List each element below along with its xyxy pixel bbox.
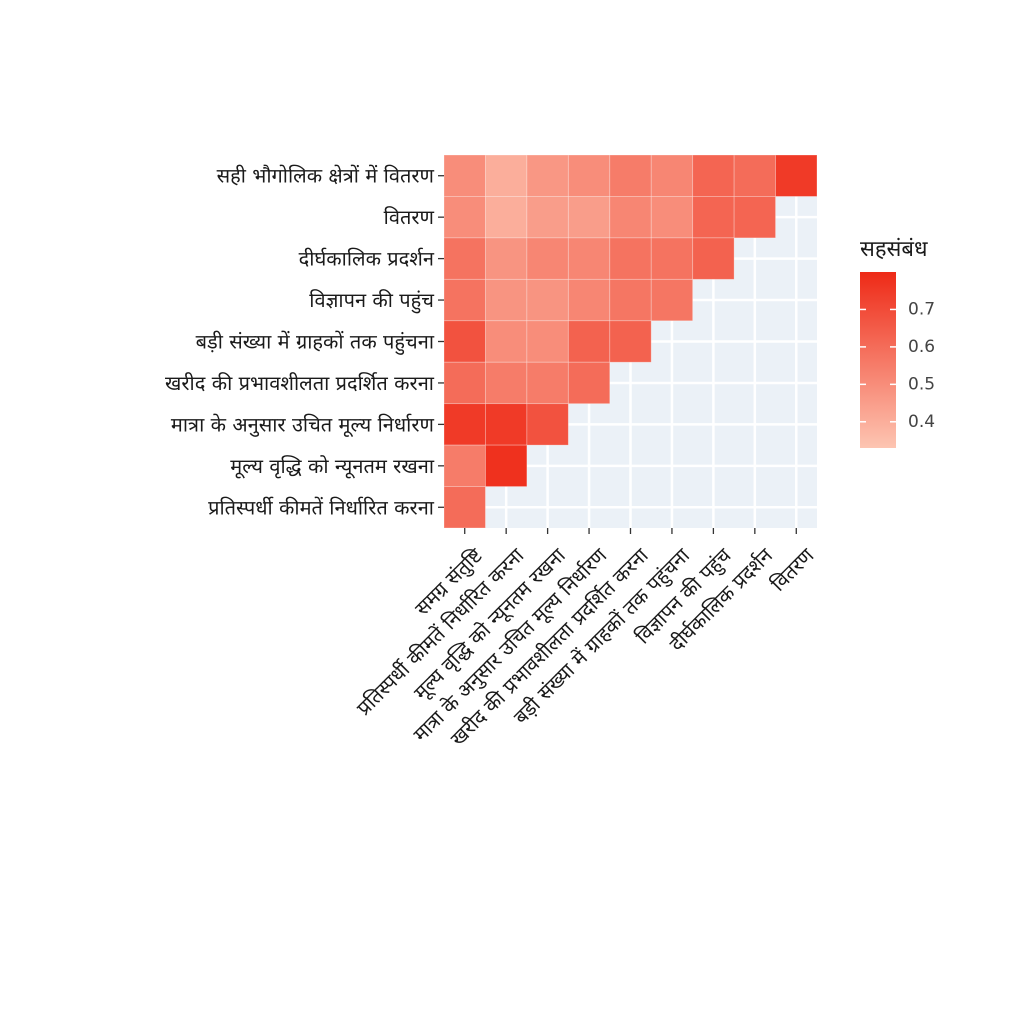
heatmap-tile bbox=[609, 237, 652, 280]
heatmap-tile bbox=[609, 320, 652, 363]
heatmap-tile bbox=[443, 486, 486, 529]
heatmap-tile bbox=[609, 154, 652, 197]
heatmap-tile bbox=[485, 237, 528, 280]
heatmap-tile bbox=[567, 278, 611, 322]
legend: सहसंबंध 0.7 0.6 0.5 0.4 bbox=[860, 237, 935, 448]
y-tick-label: प्रतिस्पर्धी कीमतें निर्धारित करना bbox=[208, 495, 435, 519]
heatmap-tile bbox=[443, 320, 486, 363]
heatmap-tile bbox=[567, 154, 611, 197]
heatmap-tile bbox=[692, 196, 735, 239]
heatmap-tile bbox=[526, 361, 569, 405]
heatmap-tile bbox=[526, 237, 569, 280]
heatmap-tile bbox=[567, 320, 611, 363]
heatmap-tile bbox=[650, 278, 694, 322]
y-tick-label: सही भौगोलिक क्षेत्रों में वितरण bbox=[217, 164, 435, 188]
heatmap-tile bbox=[567, 361, 611, 405]
heatmap-tile bbox=[485, 444, 528, 487]
heatmap-tile bbox=[485, 154, 528, 197]
heatmap-tile bbox=[443, 278, 486, 322]
heatmap-tile bbox=[485, 278, 528, 322]
legend-tick-label: 0.4 bbox=[908, 412, 935, 432]
heatmap-tile bbox=[443, 154, 486, 197]
heatmap-tile bbox=[526, 320, 569, 363]
heatmap-tile bbox=[485, 196, 528, 239]
y-axis: सही भौगोलिक क्षेत्रों में वितरण वितरण दीर्… bbox=[165, 164, 444, 519]
legend-tick-label: 0.6 bbox=[908, 337, 935, 357]
heatmap-tile bbox=[567, 237, 611, 280]
legend-tick-label: 0.7 bbox=[908, 299, 935, 319]
heatmap-tile bbox=[567, 196, 611, 239]
heatmap-tile bbox=[443, 444, 486, 487]
heatmap-tile bbox=[443, 361, 486, 405]
heatmap-tile bbox=[443, 403, 486, 446]
heatmap-tile bbox=[526, 196, 569, 239]
heatmap-tile bbox=[526, 403, 569, 446]
legend-colorbar bbox=[860, 272, 896, 448]
y-tick-label: मूल्य वृद्धि को न्यूनतम रखना bbox=[230, 454, 435, 479]
heatmap-tile bbox=[485, 320, 528, 363]
legend-tick-label: 0.5 bbox=[908, 374, 935, 394]
x-tick-label: वितरण bbox=[766, 543, 819, 596]
legend-ticks: 0.7 0.6 0.5 0.4 bbox=[860, 299, 935, 432]
heatmap-tile bbox=[443, 196, 486, 239]
heatmap-tile bbox=[650, 196, 694, 239]
y-tick-label: विज्ञापन की पहुंच bbox=[309, 288, 434, 314]
x-axis: समग्र संतुष्टिप्रतिस्पर्धी कीमतें निर्धा… bbox=[352, 528, 819, 750]
heatmap-tile bbox=[775, 154, 818, 197]
legend-title: सहसंबंध bbox=[860, 237, 928, 262]
heatmap-tile bbox=[733, 196, 776, 239]
y-tick-label: वितरण bbox=[384, 205, 435, 229]
y-tick-label: बड़ी संख्या में ग्राहकों तक पहुंचना bbox=[196, 330, 435, 356]
heatmap-tile bbox=[443, 237, 486, 280]
heatmap-tile bbox=[733, 154, 776, 197]
heatmap-tile bbox=[526, 154, 569, 197]
heatmap-tile bbox=[485, 361, 528, 405]
heatmap-tile bbox=[526, 278, 569, 322]
y-tick-label: खरीद की प्रभावशीलता प्रदर्शित करना bbox=[165, 371, 435, 395]
heatmap-tile bbox=[485, 403, 528, 446]
y-tick-label: मात्रा के अनुसार उचित मूल्य निर्धारण bbox=[171, 412, 435, 437]
heatmap-tile bbox=[609, 196, 652, 239]
y-tick-label: दीर्घकालिक प्रदर्शन bbox=[299, 247, 435, 271]
heatmap-tile bbox=[692, 154, 735, 197]
heatmap-tile bbox=[650, 154, 694, 197]
heatmap-tile bbox=[609, 278, 652, 322]
heatmap-tile bbox=[692, 237, 735, 280]
heatmap-tile bbox=[650, 237, 694, 280]
heatmap-tiles bbox=[443, 154, 818, 529]
